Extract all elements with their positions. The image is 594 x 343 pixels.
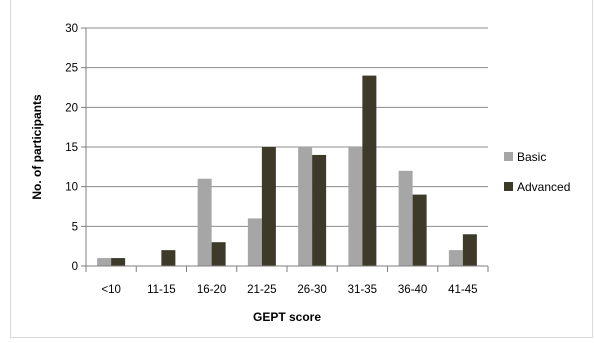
x-tick-label: 16-20 <box>197 284 226 296</box>
x-tick-label: 31-35 <box>348 284 377 296</box>
legend-swatch-advanced <box>504 182 513 191</box>
axes: 0 5 10 15 20 25 30 <10 11-15 16-20 21-25 26-30 31-35… <box>65 23 489 296</box>
chart-frame: 0 5 10 15 20 25 30 <10 11-15 16-20 21-25 26-30 31-35… <box>10 0 593 338</box>
bar-advanced <box>261 147 276 266</box>
x-tick-label: 41-45 <box>448 284 477 296</box>
bar-advanced <box>161 250 176 266</box>
x-tick-label: <10 <box>101 284 121 296</box>
legend-label-basic: Basic <box>517 150 546 164</box>
bar-advanced <box>111 258 126 266</box>
bar-basic <box>97 258 112 266</box>
bar-basic <box>398 170 413 266</box>
y-tick-label: 15 <box>65 142 78 154</box>
legend: Basic Advanced <box>504 150 570 194</box>
y-tick-label: 30 <box>65 23 78 35</box>
x-tick-label: 26-30 <box>297 284 326 296</box>
x-tick-label: 36-40 <box>398 284 427 296</box>
legend-swatch-basic <box>504 152 513 161</box>
bars <box>97 75 477 266</box>
bar-advanced <box>312 154 327 266</box>
y-axis-title: No. of participants <box>30 94 44 200</box>
y-tick-label: 0 <box>72 261 78 273</box>
bar-advanced <box>362 75 377 266</box>
y-tick-label: 20 <box>65 102 78 114</box>
x-axis-title: GEPT score <box>253 310 321 324</box>
x-tick-label: 11-15 <box>147 284 176 296</box>
bar-advanced <box>462 234 477 266</box>
bar-basic <box>197 178 212 266</box>
bar-basic <box>448 250 463 266</box>
bar-basic <box>348 147 363 266</box>
legend-label-advanced: Advanced <box>517 180 570 194</box>
bar-advanced <box>211 242 226 266</box>
y-tick-label: 10 <box>65 182 78 194</box>
bar-basic <box>247 218 262 266</box>
bar-advanced <box>412 194 427 266</box>
gridlines <box>86 27 488 227</box>
bar-chart: 0 5 10 15 20 25 30 <10 11-15 16-20 21-25 26-30 31-35… <box>30 23 570 324</box>
y-tick-label: 25 <box>65 63 78 75</box>
y-tick-label: 5 <box>72 221 78 233</box>
bar-basic <box>298 147 313 266</box>
x-tick-label: 21-25 <box>247 284 276 296</box>
